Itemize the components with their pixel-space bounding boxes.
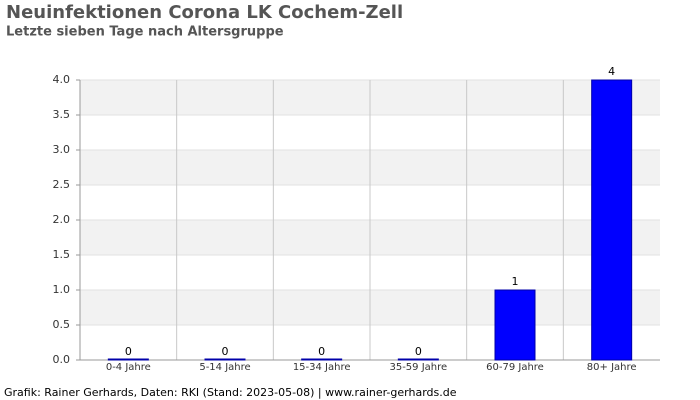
data-label: 0	[125, 345, 132, 358]
bar	[494, 289, 536, 361]
y-tick-label: 0.0	[53, 353, 71, 366]
y-tick-label: 3.5	[53, 108, 71, 121]
y-tick-label: 4.0	[53, 73, 71, 86]
x-tick-label: 5-14 Jahre	[199, 362, 250, 373]
y-tick-label: 2.0	[53, 213, 71, 226]
y-tick-label: 3.0	[53, 143, 71, 156]
bar	[301, 358, 343, 361]
data-label: 0	[318, 345, 325, 358]
bar	[204, 358, 246, 361]
bar	[397, 358, 439, 361]
y-tick-label: 2.5	[53, 178, 71, 191]
x-tick-label: 60-79 Jahre	[486, 362, 544, 373]
x-tick-label: 35-59 Jahre	[389, 362, 447, 373]
footer: Grafik: Rainer Gerhards, Daten: RKI (Sta…	[4, 386, 457, 399]
data-label: 4	[608, 65, 615, 78]
x-tick-label: 0-4 Jahre	[106, 362, 151, 373]
y-tick-label: 1.0	[53, 283, 71, 296]
chart-title: Neuinfektionen Corona LK Cochem-Zell	[6, 2, 403, 23]
x-tick-label: 15-34 Jahre	[293, 362, 351, 373]
y-tick-label: 1.5	[53, 248, 71, 261]
bar	[591, 79, 633, 361]
data-label: 1	[512, 275, 519, 288]
y-tick-label: 0.5	[53, 318, 71, 331]
data-label: 0	[415, 345, 422, 358]
x-tick-label: 80+ Jahre	[587, 362, 637, 373]
chart-subtitle: Letzte sieben Tage nach Altersgruppe	[6, 25, 284, 40]
bar	[107, 358, 149, 361]
data-label: 0	[222, 345, 229, 358]
